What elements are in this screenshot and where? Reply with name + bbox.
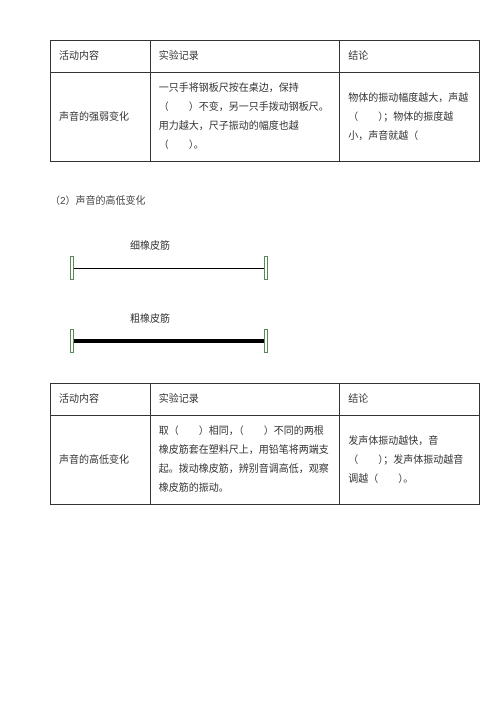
table1-header-activity: 活动内容: [51, 41, 151, 73]
thick-rubber-label: 粗橡皮筋: [130, 310, 170, 325]
table2-header-activity: 活动内容: [51, 384, 151, 416]
table1-cell-record: 一只手将钢板尺按在桌边，保持（ ）不变，另一只手拨动钢板尺。用力越大，尺子振动的…: [150, 73, 340, 162]
table1-cell-activity: 声音的强弱变化: [51, 73, 151, 162]
post-right-icon: [264, 256, 268, 280]
table2-header-conclusion: 结论: [340, 384, 480, 416]
rubber-band-diagram-container: 细橡皮筋 粗橡皮筋: [70, 237, 500, 353]
post-right-icon: [264, 329, 268, 353]
table2-cell-activity: 声音的高低变化: [51, 416, 151, 505]
thin-rubber-diagram: 细橡皮筋: [70, 237, 500, 280]
table-sound-loudness: 活动内容 实验记录 结论 声音的强弱变化 一只手将钢板尺按在桌边，保持（ ）不变…: [50, 40, 480, 162]
thick-band: [74, 339, 264, 343]
subtitle-pitch-change: （2）声音的高低变化: [50, 192, 500, 207]
thin-rubber-line: [70, 256, 268, 280]
table1-cell-conclusion: 物体的振动幅度越大，声越（ ）；物体的振度越小，声音就越（: [340, 73, 480, 162]
thick-rubber-line: [70, 329, 268, 353]
table2-cell-conclusion: 发声体振动越快，音（ ）；发声体振动越音调越（ ）。: [340, 416, 480, 505]
table2-header-record: 实验记录: [150, 384, 340, 416]
table1-header-conclusion: 结论: [340, 41, 480, 73]
thin-rubber-label: 细橡皮筋: [130, 237, 170, 252]
thick-rubber-diagram: 粗橡皮筋: [70, 310, 500, 353]
table-sound-pitch: 活动内容 实验记录 结论 声音的高低变化 取（ ）相同，（ ）不同的两根橡皮筋套…: [50, 383, 480, 505]
thin-band: [74, 268, 264, 269]
table1-header-record: 实验记录: [150, 41, 340, 73]
table2-cell-record: 取（ ）相同，（ ）不同的两根橡皮筋套在塑料尺上，用铅笔将两端支起。拨动橡皮筋，…: [150, 416, 340, 505]
